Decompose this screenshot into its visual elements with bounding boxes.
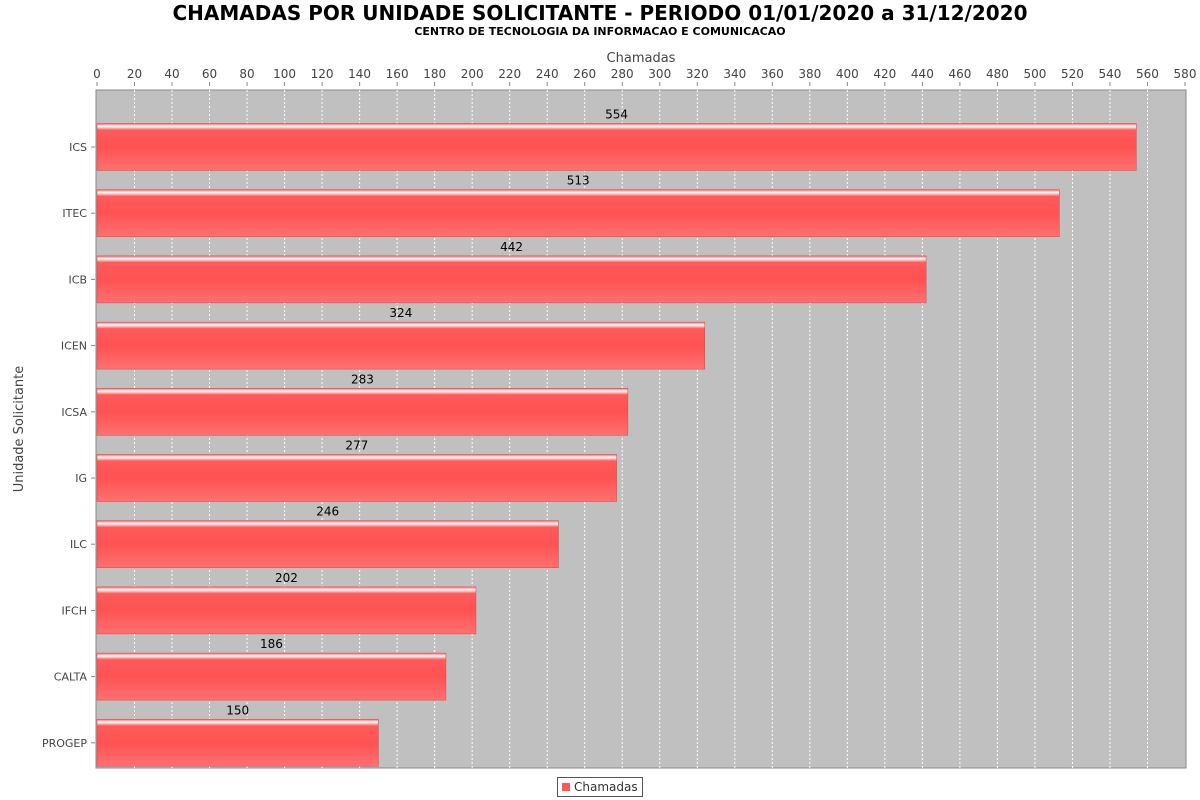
x-tick-label: 200 [461, 67, 484, 81]
bar-data-label: 554 [605, 108, 628, 122]
x-tick-label: 20 [127, 67, 142, 81]
bar-data-label: 186 [260, 637, 283, 651]
x-tick-label: 440 [911, 67, 934, 81]
x-tick-label: 180 [423, 67, 446, 81]
x-tick-label: 240 [536, 67, 559, 81]
x-tick-label: 420 [873, 67, 896, 81]
y-axis-ticks: ICS ITEC ICB ICEN ICSA IG ILC IFCH CALTA PROGEP [42, 141, 95, 750]
bar [96, 123, 1137, 171]
x-tick-label: 0 [93, 67, 101, 81]
x-tick-label: 60 [202, 67, 217, 81]
x-tick-label: 560 [1136, 67, 1159, 81]
x-tick-label: 540 [1099, 67, 1122, 81]
bars: 554 513 442 324 283 277 246 202 186 150 [96, 108, 1137, 767]
y-axis-title: Unidade Solicitante [12, 366, 27, 493]
x-tick-label: 260 [573, 67, 596, 81]
category-label: CALTA [54, 671, 88, 684]
bar [96, 520, 559, 568]
x-tick-label: 220 [498, 67, 521, 81]
chart-subtitle: CENTRO DE TECNOLOGIA DA INFORMACAO E COM… [414, 25, 786, 38]
x-tick-label: 580 [1174, 67, 1197, 81]
bar [96, 652, 447, 701]
category-label: IFCH [61, 604, 87, 617]
bar [96, 719, 379, 767]
bar-data-label: 442 [500, 240, 523, 254]
category-label: ITEC [62, 207, 87, 220]
category-label: ICEN [61, 340, 87, 353]
bar-data-label: 202 [275, 571, 298, 585]
x-tick-label: 80 [239, 67, 254, 81]
bar-data-label: 246 [316, 505, 339, 519]
bar [96, 255, 927, 304]
x-tick-label: 160 [386, 67, 409, 81]
legend-label: Chamadas [574, 780, 638, 794]
x-axis-title: Chamadas [607, 51, 676, 66]
x-tick-label: 280 [611, 67, 634, 81]
bar [96, 388, 629, 436]
bar [96, 586, 477, 635]
bar [96, 454, 617, 502]
bar-data-label: 513 [567, 174, 590, 188]
x-tick-label: 100 [273, 67, 296, 81]
legend-swatch [562, 783, 570, 791]
x-tick-label: 500 [1023, 67, 1046, 81]
bar [96, 189, 1060, 237]
x-axis-ticks: 0 20 40 60 80 100 120 140 160 180 200 220 240 260 280 3… [93, 67, 1196, 86]
x-tick-label: 460 [948, 67, 971, 81]
category-label: ILC [70, 538, 87, 551]
chart-title: CHAMADAS POR UNIDADE SOLICITANTE - PERIO… [172, 1, 1028, 25]
bar [96, 321, 706, 370]
x-tick-label: 340 [723, 67, 746, 81]
bar-data-label: 283 [351, 372, 374, 386]
category-label: ICB [69, 273, 87, 286]
x-tick-label: 400 [836, 67, 859, 81]
x-tick-label: 120 [311, 67, 334, 81]
x-tick-label: 480 [986, 67, 1009, 81]
x-tick-label: 360 [761, 67, 784, 81]
x-tick-label: 380 [798, 67, 821, 81]
bar-data-label: 150 [226, 703, 249, 717]
category-label: ICS [69, 141, 87, 154]
bar-data-label: 277 [345, 439, 368, 453]
x-tick-label: 40 [164, 67, 179, 81]
x-tick-label: 300 [648, 67, 671, 81]
x-tick-label: 140 [348, 67, 371, 81]
category-label: PROGEP [42, 737, 87, 750]
bar-data-label: 324 [389, 306, 412, 320]
x-tick-label: 520 [1061, 67, 1084, 81]
category-label: ICSA [61, 406, 87, 419]
x-tick-label: 320 [686, 67, 709, 81]
legend: Chamadas [557, 777, 643, 797]
category-label: IG [75, 472, 87, 485]
